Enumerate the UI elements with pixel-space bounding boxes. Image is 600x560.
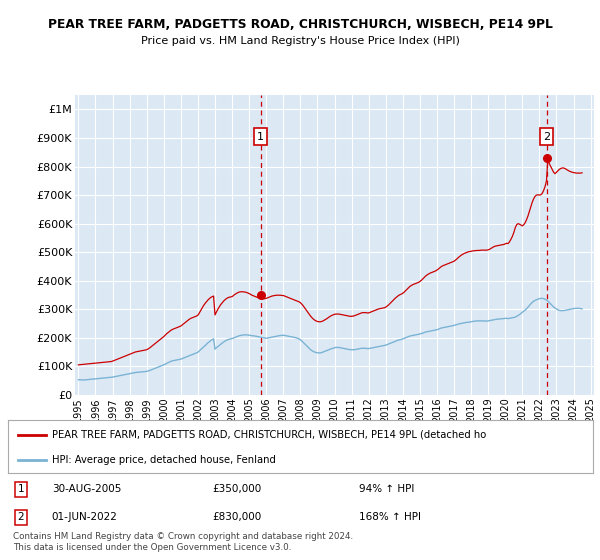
- Text: HPI: Average price, detached house, Fenland: HPI: Average price, detached house, Fenl…: [52, 455, 275, 465]
- Text: £830,000: £830,000: [212, 512, 262, 522]
- Text: 168% ↑ HPI: 168% ↑ HPI: [359, 512, 421, 522]
- Text: 1: 1: [17, 484, 24, 494]
- Text: 94% ↑ HPI: 94% ↑ HPI: [359, 484, 414, 494]
- Text: 30-AUG-2005: 30-AUG-2005: [52, 484, 121, 494]
- Text: 2: 2: [543, 132, 550, 142]
- Text: £350,000: £350,000: [212, 484, 262, 494]
- Text: This data is licensed under the Open Government Licence v3.0.: This data is licensed under the Open Gov…: [13, 543, 292, 552]
- Text: 2: 2: [17, 512, 24, 522]
- Text: PEAR TREE FARM, PADGETTS ROAD, CHRISTCHURCH, WISBECH, PE14 9PL (detached ho: PEAR TREE FARM, PADGETTS ROAD, CHRISTCHU…: [52, 430, 486, 440]
- Text: 01-JUN-2022: 01-JUN-2022: [52, 512, 118, 522]
- Text: 1: 1: [257, 132, 264, 142]
- Text: Price paid vs. HM Land Registry's House Price Index (HPI): Price paid vs. HM Land Registry's House …: [140, 36, 460, 46]
- Text: Contains HM Land Registry data © Crown copyright and database right 2024.: Contains HM Land Registry data © Crown c…: [13, 532, 353, 541]
- Text: PEAR TREE FARM, PADGETTS ROAD, CHRISTCHURCH, WISBECH, PE14 9PL: PEAR TREE FARM, PADGETTS ROAD, CHRISTCHU…: [47, 18, 553, 31]
